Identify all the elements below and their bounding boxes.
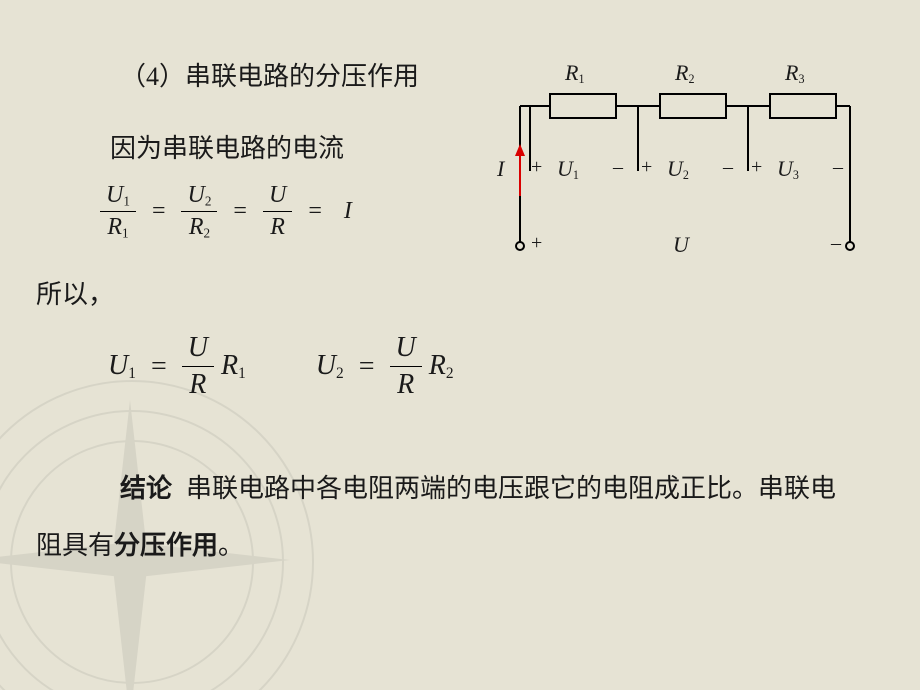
fraction-u-r: U R (263, 182, 292, 241)
polarity-u1-plus: + (531, 156, 542, 179)
polarity-u3-minus: – (833, 156, 843, 179)
fraction-u2-r2: U2 R2 (181, 182, 217, 242)
polarity-u3-plus: + (751, 156, 762, 179)
polarity-u2-plus: + (641, 156, 652, 179)
conclusion-lead: 结论 (120, 474, 172, 503)
current-arrow-icon (515, 144, 525, 196)
polarity-u1-minus: – (613, 156, 623, 179)
polarity-u2-minus: – (723, 156, 733, 179)
terminal-minus: – (831, 232, 841, 255)
label-r2: R2 (675, 60, 695, 87)
label-r3: R3 (785, 60, 805, 87)
label-u2: U2 (667, 156, 689, 183)
series-circuit-diagram: R1 R2 R3 I + U1 – + U2 – + U3 – U + – (495, 56, 875, 266)
because-line: 因为串联电路的电流 (110, 128, 344, 165)
current-i: I (338, 198, 352, 224)
section-title: （4）串联电路的分压作用 (120, 56, 419, 93)
slide-content: （4）串联电路的分压作用 因为串联电路的电流 U1 R1 = U2 R2 = U… (0, 0, 920, 690)
conclusion-paragraph: 结论串联电路中各电阻两端的电压跟它的电阻成正比。串联电阻具有分压作用。 (36, 460, 860, 574)
label-u3: U3 (777, 156, 799, 183)
terminal-left-icon (516, 242, 524, 250)
label-i: I (497, 156, 504, 182)
fraction-u1-r1: U1 R1 (100, 182, 136, 242)
label-r1: R1 (565, 60, 585, 87)
conclusion-emph: 分压作用 (114, 531, 218, 560)
label-u1: U1 (557, 156, 579, 183)
therefore-label: 所以， (36, 274, 114, 311)
terminal-plus: + (531, 232, 542, 255)
equation-voltage-division: U1 = U R R1 U2 = U R R2 (108, 332, 454, 401)
equation-ratios: U1 R1 = U2 R2 = U R = I (100, 182, 352, 242)
label-u-total: U (673, 232, 689, 258)
terminal-right-icon (846, 242, 854, 250)
